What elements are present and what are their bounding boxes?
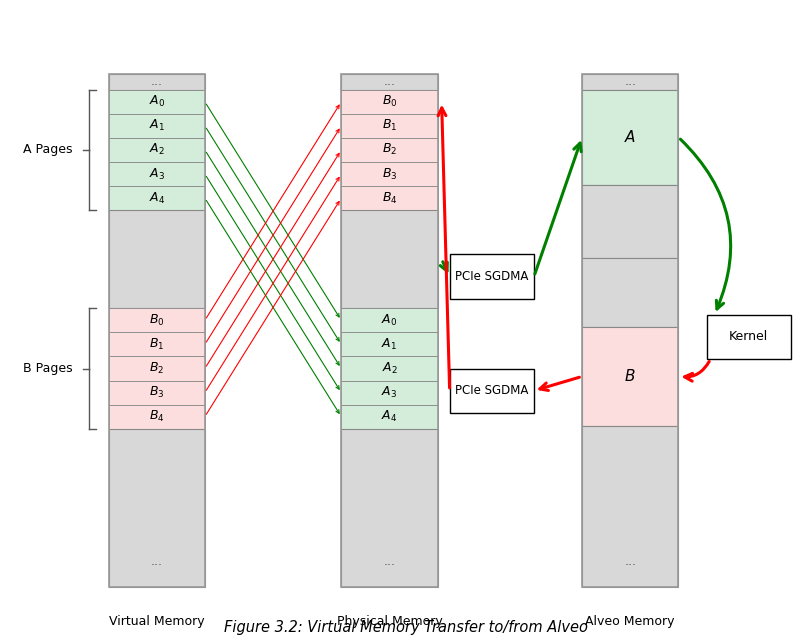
Text: $A_{4}$: $A_{4}$ (148, 191, 165, 205)
Bar (109, 381, 205, 404)
Text: $B_{0}$: $B_{0}$ (382, 94, 397, 109)
Text: ...: ... (151, 555, 163, 568)
Bar (109, 210, 205, 308)
Text: PCIe SGDMA: PCIe SGDMA (455, 384, 529, 397)
Text: PCIe SGDMA: PCIe SGDMA (455, 270, 529, 283)
Text: $B_{2}$: $B_{2}$ (382, 143, 397, 157)
Bar (341, 162, 438, 186)
Text: ...: ... (624, 75, 637, 89)
Bar (341, 308, 438, 333)
Bar (341, 381, 438, 404)
Bar (341, 114, 438, 138)
Bar (582, 74, 679, 587)
Text: $A_{1}$: $A_{1}$ (148, 118, 165, 134)
Bar (341, 356, 438, 381)
Bar (341, 333, 438, 356)
Bar (109, 186, 205, 210)
Text: $B_{3}$: $B_{3}$ (382, 166, 397, 182)
Text: $A_{2}$: $A_{2}$ (148, 143, 165, 157)
Bar (109, 138, 205, 162)
Bar (109, 74, 205, 90)
Text: $B_{2}$: $B_{2}$ (149, 361, 165, 376)
Text: Physical Memory: Physical Memory (337, 616, 442, 629)
Bar (582, 185, 679, 257)
Text: A Pages: A Pages (23, 143, 72, 157)
Bar (109, 114, 205, 138)
Text: $A_{0}$: $A_{0}$ (381, 313, 397, 328)
Bar (341, 429, 438, 587)
Bar (109, 162, 205, 186)
Bar (341, 90, 438, 114)
Bar (109, 429, 205, 587)
Bar (582, 426, 679, 587)
Text: $A_{4}$: $A_{4}$ (381, 409, 397, 424)
Bar (109, 356, 205, 381)
Text: ...: ... (624, 555, 637, 568)
Bar (341, 74, 438, 587)
Bar (109, 404, 205, 429)
Bar (109, 333, 205, 356)
Text: $A_{3}$: $A_{3}$ (381, 385, 397, 400)
Bar (109, 308, 205, 333)
Text: Alveo Memory: Alveo Memory (586, 616, 675, 629)
Text: $B$: $B$ (624, 369, 636, 385)
Text: $B_{0}$: $B_{0}$ (149, 313, 165, 328)
Text: $B_{4}$: $B_{4}$ (149, 409, 165, 424)
Text: B Pages: B Pages (23, 362, 72, 375)
Bar (341, 404, 438, 429)
Text: Figure 3.2: Virtual Memory Transfer to/from Alveo: Figure 3.2: Virtual Memory Transfer to/f… (224, 620, 587, 635)
Text: $B_{1}$: $B_{1}$ (149, 337, 165, 352)
Text: $B_{1}$: $B_{1}$ (382, 118, 397, 134)
Bar (341, 186, 438, 210)
Text: $A_{2}$: $A_{2}$ (381, 361, 397, 376)
Bar (449, 369, 534, 413)
Text: ...: ... (384, 555, 396, 568)
Bar (582, 257, 679, 327)
Text: $B_{3}$: $B_{3}$ (149, 385, 165, 400)
Text: $A_{3}$: $A_{3}$ (148, 166, 165, 182)
Text: ...: ... (151, 75, 163, 89)
Text: Kernel: Kernel (729, 331, 768, 343)
Bar (582, 90, 679, 185)
Bar (341, 74, 438, 90)
Bar (341, 210, 438, 308)
Bar (582, 74, 679, 90)
Bar (582, 327, 679, 426)
Text: Virtual Memory: Virtual Memory (109, 616, 204, 629)
Text: $B_{4}$: $B_{4}$ (382, 191, 397, 205)
Text: $A_{0}$: $A_{0}$ (148, 94, 165, 109)
Bar (109, 90, 205, 114)
Text: ...: ... (384, 75, 396, 89)
Bar (341, 138, 438, 162)
Bar (449, 254, 534, 299)
Bar (109, 74, 205, 587)
Bar (706, 315, 791, 359)
Text: $A_{1}$: $A_{1}$ (381, 337, 397, 352)
Text: $A$: $A$ (624, 129, 637, 145)
